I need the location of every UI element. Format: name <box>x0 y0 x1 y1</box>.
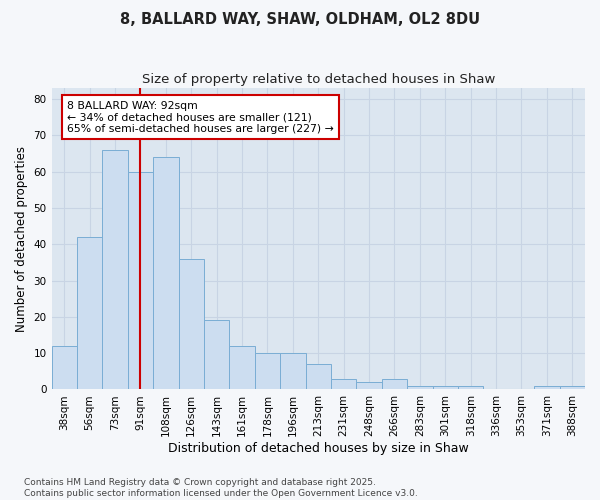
Bar <box>204 320 229 390</box>
Text: 8 BALLARD WAY: 92sqm
← 34% of detached houses are smaller (121)
65% of semi-deta: 8 BALLARD WAY: 92sqm ← 34% of detached h… <box>67 101 334 134</box>
Bar <box>534 386 560 390</box>
Bar <box>229 346 255 390</box>
Bar <box>305 364 331 390</box>
Bar <box>560 386 585 390</box>
Bar <box>433 386 458 390</box>
Bar <box>331 378 356 390</box>
Bar <box>382 378 407 390</box>
Bar <box>255 353 280 390</box>
Bar <box>128 172 153 390</box>
Bar <box>407 386 433 390</box>
Text: Contains HM Land Registry data © Crown copyright and database right 2025.
Contai: Contains HM Land Registry data © Crown c… <box>24 478 418 498</box>
Bar <box>356 382 382 390</box>
Bar <box>153 157 179 390</box>
Text: 8, BALLARD WAY, SHAW, OLDHAM, OL2 8DU: 8, BALLARD WAY, SHAW, OLDHAM, OL2 8DU <box>120 12 480 28</box>
Title: Size of property relative to detached houses in Shaw: Size of property relative to detached ho… <box>142 72 495 86</box>
Bar <box>77 237 103 390</box>
Y-axis label: Number of detached properties: Number of detached properties <box>15 146 28 332</box>
X-axis label: Distribution of detached houses by size in Shaw: Distribution of detached houses by size … <box>168 442 469 455</box>
Bar <box>179 258 204 390</box>
Bar <box>52 346 77 390</box>
Bar <box>280 353 305 390</box>
Bar <box>103 150 128 390</box>
Bar <box>458 386 484 390</box>
